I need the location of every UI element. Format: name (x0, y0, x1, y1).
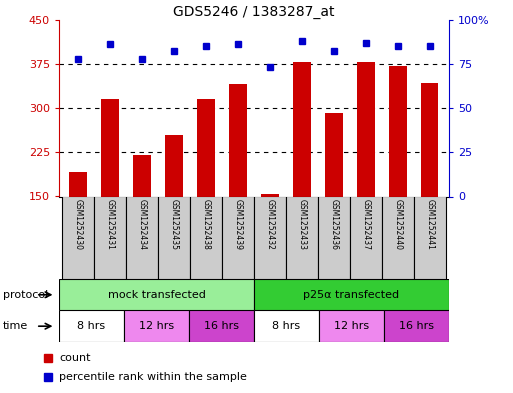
Text: protocol: protocol (3, 290, 48, 300)
Bar (126, 196, 158, 279)
Bar (197, 99, 215, 196)
Bar (158, 196, 190, 279)
Bar (319, 310, 384, 342)
Bar (222, 196, 254, 279)
Text: percentile rank within the sample: percentile rank within the sample (59, 372, 247, 382)
Bar (254, 196, 286, 279)
Text: p25α transfected: p25α transfected (303, 290, 400, 300)
Bar (254, 279, 449, 310)
Text: GSM1252439: GSM1252439 (233, 199, 243, 250)
Text: mock transfected: mock transfected (108, 290, 205, 300)
Bar (389, 66, 406, 196)
Bar (59, 310, 124, 342)
Text: 16 hrs: 16 hrs (204, 321, 239, 331)
Bar (254, 310, 319, 342)
Bar (421, 83, 439, 196)
Text: 12 hrs: 12 hrs (334, 321, 369, 331)
Title: GDS5246 / 1383287_at: GDS5246 / 1383287_at (173, 5, 334, 18)
Text: GSM1252432: GSM1252432 (265, 199, 274, 250)
Text: 12 hrs: 12 hrs (139, 321, 174, 331)
Bar (382, 196, 413, 279)
Text: 8 hrs: 8 hrs (272, 321, 301, 331)
Bar (350, 196, 382, 279)
Text: GSM1252440: GSM1252440 (393, 199, 402, 250)
Text: GSM1252431: GSM1252431 (106, 199, 114, 250)
Bar (102, 99, 119, 196)
Bar (325, 113, 343, 196)
Text: GSM1252430: GSM1252430 (74, 199, 83, 250)
Bar (293, 62, 311, 196)
Text: GSM1252433: GSM1252433 (298, 199, 306, 250)
Text: GSM1252441: GSM1252441 (425, 199, 434, 250)
Bar (318, 196, 350, 279)
Bar (261, 193, 279, 196)
Bar (384, 310, 449, 342)
Text: GSM1252435: GSM1252435 (169, 199, 179, 250)
Text: 8 hrs: 8 hrs (77, 321, 106, 331)
Bar (133, 155, 151, 196)
Bar (94, 196, 126, 279)
Text: time: time (3, 321, 28, 331)
Text: GSM1252438: GSM1252438 (202, 199, 210, 250)
Bar (59, 279, 254, 310)
Bar (189, 310, 254, 342)
Bar (62, 196, 94, 279)
Bar (165, 134, 183, 196)
Text: 16 hrs: 16 hrs (399, 321, 434, 331)
Text: count: count (59, 353, 91, 363)
Text: GSM1252437: GSM1252437 (361, 199, 370, 250)
Bar (190, 196, 222, 279)
Bar (229, 84, 247, 196)
Text: GSM1252436: GSM1252436 (329, 199, 339, 250)
Text: GSM1252434: GSM1252434 (137, 199, 147, 250)
Bar (124, 310, 189, 342)
Bar (357, 62, 374, 196)
Bar (69, 172, 87, 196)
Bar (413, 196, 446, 279)
Bar (286, 196, 318, 279)
